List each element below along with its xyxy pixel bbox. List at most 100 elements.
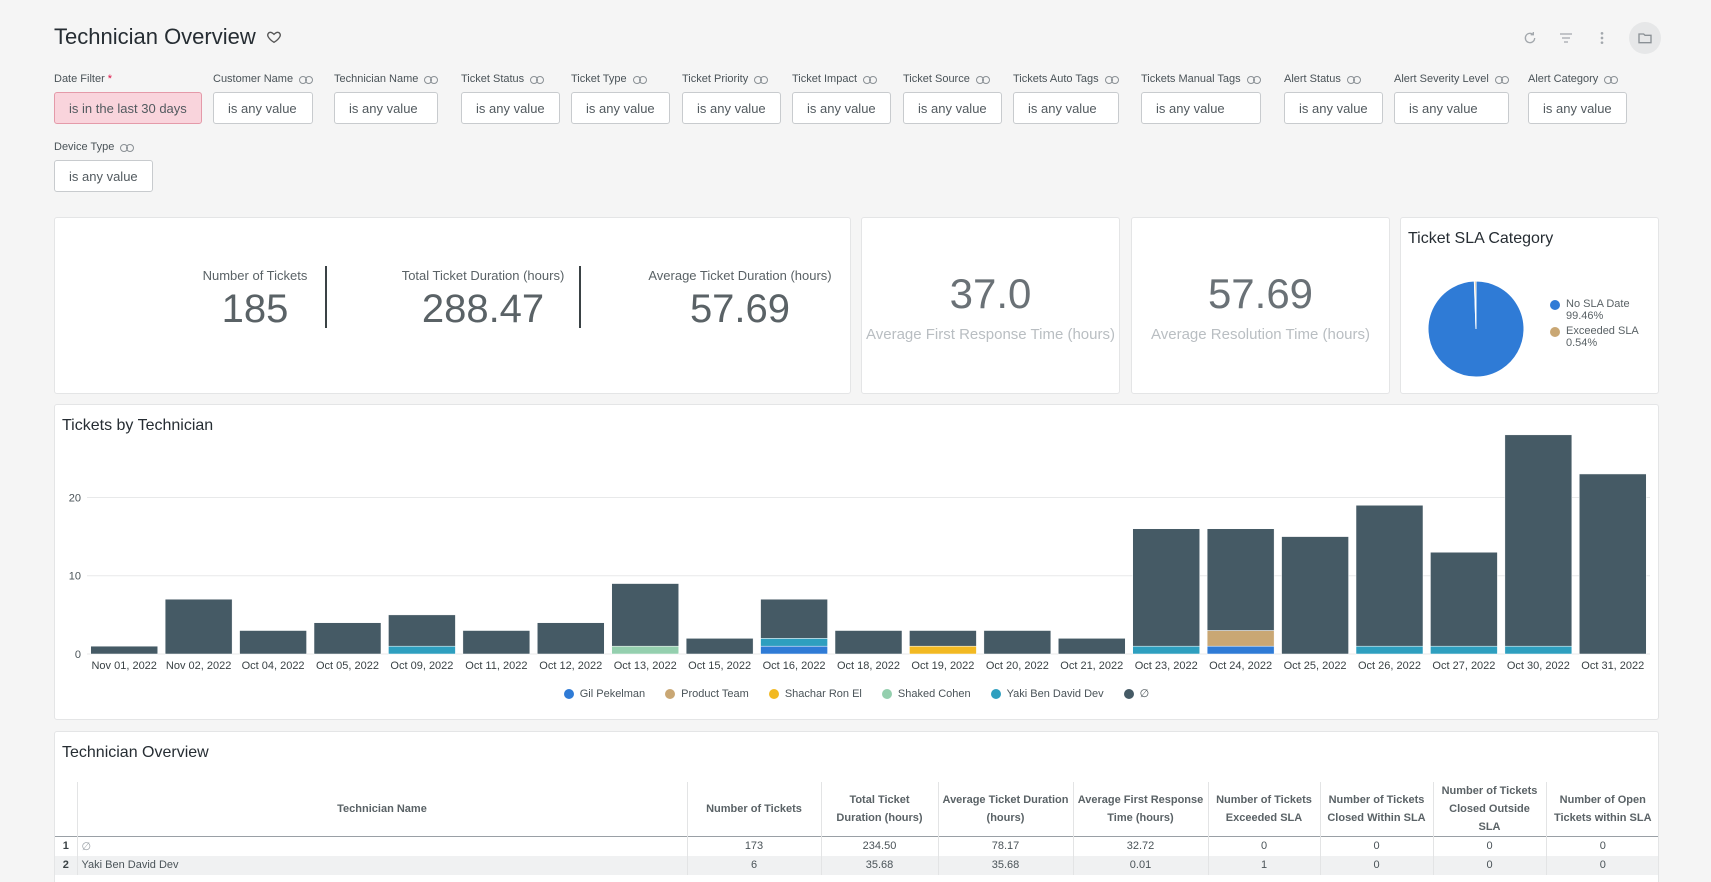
more-vert-icon[interactable] <box>1593 29 1611 47</box>
bar-segment[interactable] <box>164 598 233 655</box>
row-index: 2 <box>62 859 69 871</box>
table-cell: 0.01 <box>1072 855 1208 875</box>
chart-legend-item[interactable]: Shaked Cohen <box>881 687 971 700</box>
link-icon[interactable] <box>424 75 439 84</box>
table-cell: 173 <box>686 836 821 856</box>
bar-segment[interactable] <box>834 630 903 655</box>
filter-value-button[interactable]: is any value <box>213 92 314 124</box>
bar-segment[interactable] <box>1355 645 1424 655</box>
link-icon[interactable] <box>754 75 769 84</box>
link-icon[interactable] <box>1246 75 1261 84</box>
column-header[interactable]: Number of Tickets <box>686 782 821 837</box>
bar-segment[interactable] <box>537 622 605 655</box>
favorite-heart-icon[interactable] <box>266 29 282 45</box>
bar-segment[interactable] <box>90 645 158 655</box>
table-cell: 0 <box>1319 855 1433 875</box>
refresh-icon[interactable] <box>1521 29 1539 47</box>
chart-legend-item[interactable]: Yaki Ben David Dev <box>990 687 1104 700</box>
filter-value-button[interactable]: is any value <box>1394 92 1509 124</box>
bar-segment[interactable] <box>1355 505 1424 647</box>
bar-segment[interactable] <box>1504 645 1573 655</box>
bar-segment[interactable] <box>1132 528 1200 647</box>
filter-value-button[interactable]: is any value <box>903 92 1002 124</box>
bar-segment[interactable] <box>760 645 828 655</box>
filter-icon[interactable] <box>1557 29 1575 47</box>
table-cell: 35.68 <box>820 855 938 875</box>
x-tick-label: Nov 02, 2022 <box>166 660 231 672</box>
bar-segment[interactable] <box>909 630 977 647</box>
filter-label-text: Tickets Auto Tags <box>1013 73 1099 85</box>
filter-label: Alert Status <box>1284 72 1383 86</box>
filter-value-button[interactable]: is any value <box>1284 92 1383 124</box>
bar-segment[interactable] <box>1206 645 1275 655</box>
column-header[interactable]: Total Ticket Duration (hours) <box>820 782 938 837</box>
bar-segment[interactable] <box>1281 536 1349 655</box>
filter-value-button[interactable]: is any value <box>1141 92 1261 124</box>
kpi-divider <box>579 266 581 328</box>
link-icon[interactable] <box>632 75 647 84</box>
link-icon[interactable] <box>1104 75 1119 84</box>
table-cell: 78.17 <box>937 836 1073 856</box>
bar-segment[interactable] <box>462 630 531 655</box>
chart-legend-item[interactable]: Gil Pekelman <box>563 687 645 700</box>
technician-table-card: Technician Overview Technician Name Numb… <box>54 731 1659 882</box>
link-icon[interactable] <box>530 75 545 84</box>
bar-segment[interactable] <box>1058 638 1126 655</box>
table-cell: 32.72 <box>1072 836 1208 856</box>
link-icon[interactable] <box>975 75 990 84</box>
link-icon[interactable] <box>299 75 314 84</box>
filter-value-button[interactable]: is any value <box>1528 92 1627 124</box>
bar-segment[interactable] <box>1206 528 1275 631</box>
column-header[interactable]: Average Ticket Duration (hours) <box>937 782 1073 837</box>
bar-segment[interactable] <box>239 630 307 655</box>
bar-segment[interactable] <box>611 645 679 655</box>
column-header[interactable]: Number of Open Tickets within SLA <box>1545 782 1658 837</box>
filter-value-button[interactable]: is any value <box>1013 92 1119 124</box>
column-header[interactable]: Number of Tickets Closed Within SLA <box>1319 782 1433 837</box>
filter-value-button[interactable]: is any value <box>571 92 670 124</box>
bar-segment[interactable] <box>1579 473 1647 655</box>
filter-label-text: Device Type <box>54 141 115 153</box>
table-row[interactable]: 1 ∅ 173 234.50 78.17 32.72 0 0 0 0 <box>55 836 1658 856</box>
link-icon[interactable] <box>120 143 135 152</box>
bar-segment[interactable] <box>685 638 754 655</box>
column-header[interactable]: Number of Tickets Exceeded SLA <box>1207 782 1320 837</box>
chart-legend-item[interactable]: ∅ <box>1123 687 1149 700</box>
bar-segment[interactable] <box>760 638 828 647</box>
bar-segment[interactable] <box>313 622 382 655</box>
filter-value-button[interactable]: is in the last 30 days <box>54 92 202 124</box>
pie-slice[interactable] <box>1473 280 1477 330</box>
link-icon[interactable] <box>1494 75 1509 84</box>
bar-segment[interactable] <box>983 630 1052 655</box>
folder-icon[interactable] <box>1629 22 1661 54</box>
bar-segment[interactable] <box>388 645 456 655</box>
bar-segment[interactable] <box>909 645 977 655</box>
column-header[interactable]: Technician Name <box>76 782 687 837</box>
link-icon[interactable] <box>1346 75 1361 84</box>
filter-value-button[interactable]: is any value <box>54 160 153 192</box>
chart-legend-item[interactable]: Shachar Ron El <box>768 687 862 700</box>
filter-value-button[interactable]: is any value <box>461 92 560 124</box>
column-header[interactable]: Number of Tickets Closed Outside SLA <box>1432 782 1546 837</box>
bar-segment[interactable] <box>1206 630 1275 647</box>
technician-name-cell: ∅ <box>76 836 687 856</box>
link-icon[interactable] <box>863 75 877 84</box>
filter-value-button[interactable]: is any value <box>792 92 891 124</box>
bar-segment[interactable] <box>1132 645 1200 655</box>
technician-table: Technician Name Number of Tickets Total … <box>55 782 1658 875</box>
bar-segment[interactable] <box>1430 645 1498 655</box>
bar-segment[interactable] <box>388 614 456 647</box>
table-row[interactable]: 2 Yaki Ben David Dev 6 35.68 35.68 0.01 … <box>55 855 1658 875</box>
filter-value-button[interactable]: is any value <box>334 92 439 124</box>
bar-segment[interactable] <box>1504 434 1573 647</box>
link-icon[interactable] <box>1604 75 1619 84</box>
column-header[interactable]: Average First Response Time (hours) <box>1072 782 1208 837</box>
chart-legend-item[interactable]: Product Team <box>665 687 749 700</box>
bar-segment[interactable] <box>611 583 679 647</box>
filter-value-button[interactable]: is any value <box>682 92 781 124</box>
x-tick-label: Oct 20, 2022 <box>986 660 1049 672</box>
bar-segment[interactable] <box>1430 551 1498 647</box>
filter-label: Technician Name <box>334 72 439 86</box>
filter-alert-status: Alert Status is any value <box>1284 72 1383 124</box>
bar-segment[interactable] <box>760 598 828 639</box>
